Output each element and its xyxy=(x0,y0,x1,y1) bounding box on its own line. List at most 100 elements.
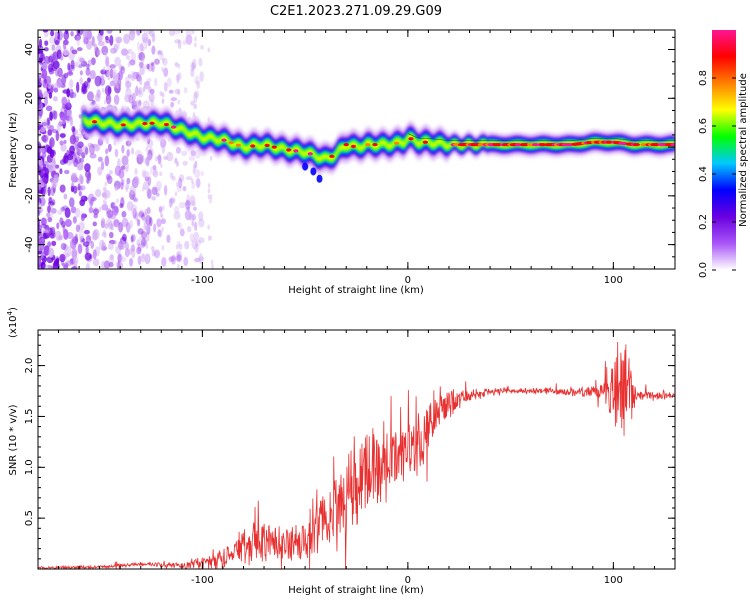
spectrogram-noise-blob xyxy=(41,121,48,127)
spectrogram-noise-blob xyxy=(72,216,77,224)
spectrogram-peak xyxy=(539,143,547,147)
spectrogram-noise-blob xyxy=(146,154,153,162)
spectrogram-noise-blob xyxy=(54,39,59,45)
spectrogram-noise-blob xyxy=(85,68,91,76)
spectrogram-peak xyxy=(350,144,357,148)
spectrogram-noise-blob xyxy=(91,35,95,47)
spectrogram-peak xyxy=(514,143,522,147)
spectrogram-noise-blob xyxy=(56,122,61,132)
spectrogram-noise-blob xyxy=(199,71,204,82)
spectrogram-noise-blob xyxy=(137,255,142,266)
spectrogram-noise-blob xyxy=(200,170,204,177)
spectrogram-streak xyxy=(112,80,116,86)
spectrogram-noise-blob xyxy=(60,113,67,121)
spectrogram-noise-blob xyxy=(60,242,67,250)
spectrogram-noise-blob xyxy=(57,79,62,85)
spectrogram-noise-blob xyxy=(193,169,201,179)
spectrogram-noise-blob xyxy=(38,230,43,240)
spectrogram-noise-blob xyxy=(154,77,158,87)
spectrogram-noise-blob xyxy=(117,261,124,269)
spectrogram-noise-blob xyxy=(192,58,197,70)
spectrogram-ylabel: Frequency (Hz) xyxy=(8,112,19,188)
spectrogram-streak xyxy=(161,58,165,64)
spectrogram-streak xyxy=(116,83,119,89)
spectrogram-noise-blob xyxy=(42,82,50,89)
spectrogram-noise-blob xyxy=(194,75,200,84)
spectrogram-noise-blob xyxy=(146,188,152,199)
spectrogram-noise-blob xyxy=(93,43,98,52)
spectrogram-streak xyxy=(175,244,179,250)
spectrogram-noise-blob xyxy=(95,145,100,152)
spectrogram-streak xyxy=(174,191,178,197)
spectrogram-noise-blob xyxy=(63,72,69,79)
spectrogram-noise-blob xyxy=(197,256,205,261)
spectrogram-noise-blob xyxy=(107,143,112,153)
spectrogram-noise-blob xyxy=(70,59,75,70)
spectrogram-noise-blob xyxy=(121,155,129,166)
spectrogram-noise-blob xyxy=(151,33,156,43)
spectrogram-noise-blob xyxy=(138,86,143,95)
spectrogram-noise-blob xyxy=(60,206,66,212)
spectrogram-noise-blob xyxy=(135,149,142,158)
spectrogram-noise-blob xyxy=(129,219,133,229)
spectrogram-feature xyxy=(310,167,317,176)
spectrogram-noise-blob xyxy=(51,179,58,189)
spectrogram-streak xyxy=(194,42,197,48)
spectrogram-noise-blob xyxy=(51,265,57,269)
spectrogram-streak xyxy=(192,168,196,174)
snr-y-tick-label: 1.0 xyxy=(24,459,35,475)
spectrogram-noise-blob xyxy=(89,199,94,207)
spectrogram-streak xyxy=(194,103,198,109)
spectrogram-noise-blob xyxy=(138,211,145,218)
spectrogram-noise-blob xyxy=(149,88,155,95)
spectrogram-noise-blob xyxy=(130,204,138,215)
spectrogram-noise-blob xyxy=(142,212,147,218)
spectrogram-noise-blob xyxy=(88,143,96,155)
spectrogram-streak xyxy=(115,75,119,81)
spectrogram-noise-blob xyxy=(50,208,57,214)
spectrogram-streak xyxy=(207,188,211,194)
spectrogram-y-tick-label: 0 xyxy=(24,144,35,150)
spectrogram-noise-blob xyxy=(178,243,183,250)
spectrogram-noise-blob xyxy=(185,30,193,37)
spectrogram-streak xyxy=(126,86,129,92)
spectrogram-noise-blob xyxy=(56,49,62,60)
spectrogram-noise-blob xyxy=(74,34,81,41)
spectrogram-noise-blob xyxy=(190,100,196,106)
spectrogram-noise-blob xyxy=(130,244,136,252)
spectrogram-noise-blob xyxy=(38,256,42,268)
spectrogram-streak xyxy=(192,112,196,118)
spectrogram-noise-blob xyxy=(133,175,140,187)
spectrogram-streak xyxy=(103,233,107,239)
spectrogram-peak xyxy=(365,143,371,147)
spectrogram-noise-blob xyxy=(49,36,56,44)
spectrogram-noise-blob xyxy=(93,213,99,219)
spectrogram-noise-blob xyxy=(47,129,53,136)
spectrogram-noise-blob xyxy=(134,168,138,176)
spectrogram-noise-blob xyxy=(168,89,174,94)
spectrogram-noise-blob xyxy=(134,87,141,95)
spectrogram-noise-blob xyxy=(77,185,83,191)
spectrogram-noise-blob xyxy=(77,141,84,149)
spectrogram-noise-blob xyxy=(156,155,162,161)
spectrogram-noise-blob xyxy=(46,212,51,218)
spectrogram-streak xyxy=(160,143,163,149)
spectrogram-noise-blob xyxy=(183,87,188,94)
spectrogram-noise-blob xyxy=(78,190,83,197)
spectrogram-peak xyxy=(494,143,502,147)
spectrogram-y-tick-label: -20 xyxy=(24,188,35,204)
spectrogram-noise-blob xyxy=(182,160,188,166)
snr-scale-factor: (x104) xyxy=(6,307,19,338)
spectrogram-noise-blob xyxy=(130,235,134,243)
spectrogram-noise-blob xyxy=(121,144,125,154)
spectrogram-noise-blob xyxy=(38,224,43,232)
spectrogram-noise-blob xyxy=(62,49,70,56)
spectrogram-noise-blob xyxy=(179,201,186,209)
spectrogram-noise-blob xyxy=(169,197,176,204)
spectrogram-xlabel: Height of straight line (km) xyxy=(288,285,424,296)
snr-scale-label: (x10 xyxy=(8,315,19,338)
spectrogram-noise-blob xyxy=(38,194,41,201)
snr-background xyxy=(38,330,675,569)
spectrogram-noise-blob xyxy=(121,210,127,218)
spectrogram-noise-blob xyxy=(76,47,83,52)
